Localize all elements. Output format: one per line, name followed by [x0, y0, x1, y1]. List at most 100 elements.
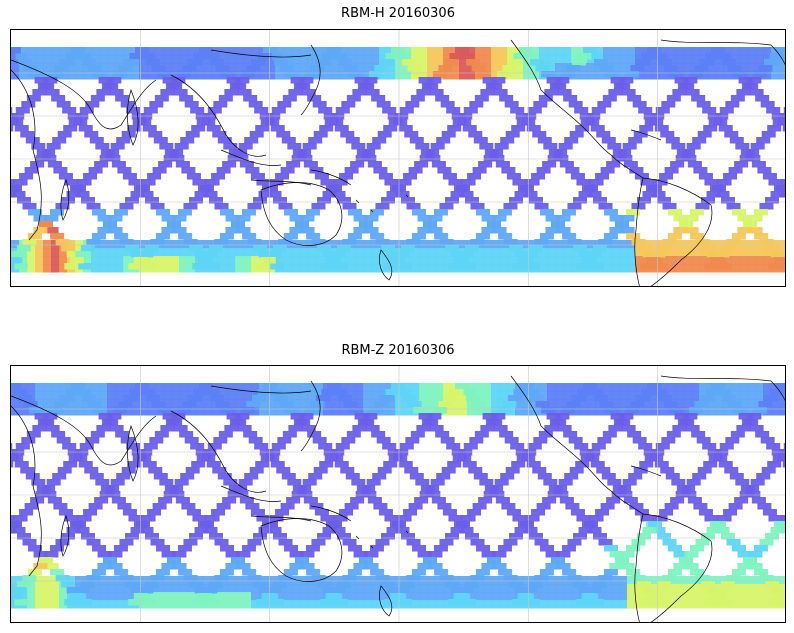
- swath-cell: [579, 63, 588, 72]
- swath-cell: [675, 592, 684, 601]
- swath-cell: [451, 63, 460, 72]
- swath-cell: [681, 485, 696, 492]
- swath-cell: [332, 53, 347, 60]
- swath-cell: [470, 203, 485, 210]
- swath-cell: [500, 137, 515, 144]
- swath-cell: [411, 264, 420, 273]
- swath-cell: [467, 407, 476, 416]
- swath-cell: [717, 179, 732, 186]
- swath-cell: [707, 576, 716, 585]
- swath-cell: [200, 521, 215, 528]
- swath-cell: [171, 248, 180, 257]
- swath-cell: [699, 264, 708, 273]
- swath-cell: [225, 227, 240, 234]
- swath-cell: [683, 240, 692, 249]
- swath-cell: [531, 592, 540, 601]
- swath-cell: [227, 240, 236, 249]
- swath-cell: [579, 399, 588, 408]
- swath-cell: [233, 149, 248, 156]
- swath-cell: [299, 399, 308, 408]
- swath-cell: [604, 545, 619, 552]
- swath-cell: [107, 576, 116, 585]
- swath-cell: [235, 383, 244, 392]
- swath-cell: [307, 95, 322, 102]
- swath-cell: [249, 467, 264, 474]
- swath-cell: [730, 95, 745, 102]
- swath-cell: [448, 599, 463, 606]
- swath-cell: [437, 167, 452, 174]
- swath-cell: [748, 215, 763, 222]
- swath-cell: [197, 593, 212, 600]
- swath-cell: [741, 419, 756, 426]
- swath-cell: [536, 503, 551, 510]
- swath-cell: [243, 55, 252, 64]
- swath-cell: [203, 527, 218, 534]
- swath-cell: [567, 203, 582, 210]
- swath-cell: [592, 581, 607, 588]
- swath-cell: [357, 83, 372, 90]
- swath-cell: [762, 173, 777, 180]
- swath-cell: [107, 55, 116, 64]
- swath-cell: [435, 256, 444, 265]
- swath-cell: [708, 119, 723, 126]
- swath-cell: [535, 65, 550, 72]
- swath-cell: [43, 383, 52, 392]
- swath-cell: [355, 592, 364, 601]
- swath-cell: [32, 89, 47, 96]
- swath-cell: [697, 131, 712, 138]
- swath-cell: [683, 600, 692, 609]
- swath-cell: [227, 584, 236, 593]
- swath-cell: [589, 179, 604, 186]
- swath-cell: [253, 245, 268, 252]
- swath-cell: [220, 545, 235, 552]
- swath-cell: [333, 263, 348, 270]
- swath-cell: [355, 383, 364, 392]
- swath-cell: [371, 47, 380, 56]
- swath-cell: [619, 264, 628, 273]
- swath-cell: [331, 240, 340, 249]
- swath-cell: [227, 383, 236, 392]
- swath-cell: [631, 239, 646, 246]
- swath-cell: [750, 479, 765, 486]
- swath-cell: [708, 455, 723, 462]
- swath-cell: [283, 256, 292, 265]
- swath-cell: [516, 119, 531, 126]
- swath-cell: [645, 593, 660, 600]
- swath-cell: [434, 569, 449, 576]
- swath-cell: [611, 47, 620, 56]
- swath-cell: [627, 248, 636, 257]
- swath-cell: [478, 161, 493, 168]
- swath-cell: [514, 527, 529, 534]
- swath-cell: [192, 599, 207, 606]
- coastline-path: [60, 515, 70, 557]
- swath-cell: [267, 191, 282, 198]
- swath-cell: [603, 233, 618, 240]
- swath-cell: [611, 383, 620, 392]
- swath-cell: [749, 425, 764, 432]
- swath-cell: [514, 191, 529, 198]
- swath-cell: [578, 191, 593, 198]
- swath-cell: [712, 185, 727, 192]
- swath-cell: [491, 399, 500, 408]
- swath-cell: [173, 425, 188, 432]
- swath-cell: [635, 264, 644, 273]
- swath-cell: [659, 256, 668, 265]
- swath-cell: [209, 533, 223, 540]
- swath-cell: [491, 584, 500, 593]
- coastline-path: [170, 410, 267, 493]
- swath-cell: [353, 563, 368, 570]
- swath-cell: [515, 240, 524, 249]
- swath-cell: [35, 584, 44, 593]
- swath-cell: [11, 257, 20, 264]
- swath-cell: [749, 89, 764, 96]
- swath-cell: [624, 407, 639, 414]
- swath-cell: [573, 581, 588, 588]
- swath-cell: [251, 395, 266, 402]
- swath-cell: [13, 599, 28, 606]
- swath-cell: [358, 557, 373, 564]
- swath-cell: [555, 248, 564, 257]
- swath-cell: [385, 389, 400, 396]
- swath-cell: [619, 407, 628, 416]
- swath-cell: [78, 125, 93, 132]
- swath-cell: [307, 576, 316, 585]
